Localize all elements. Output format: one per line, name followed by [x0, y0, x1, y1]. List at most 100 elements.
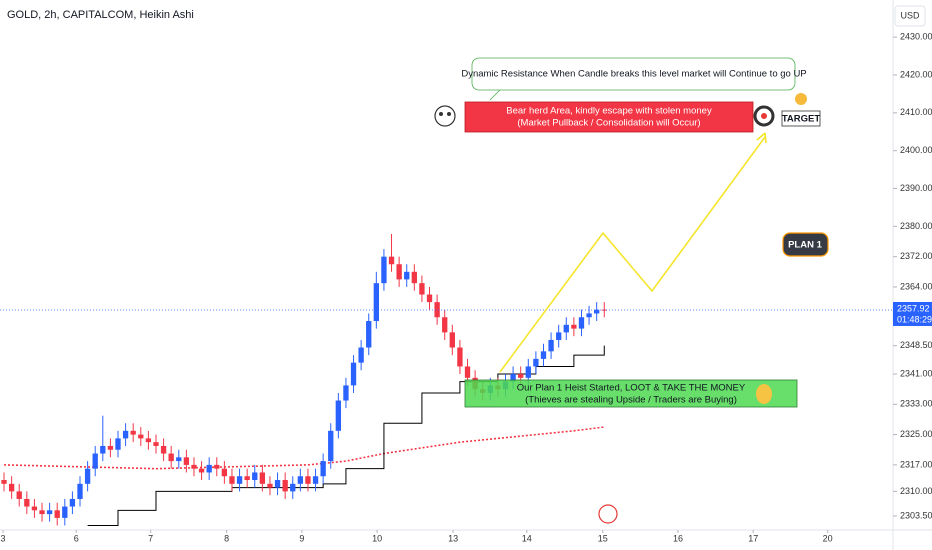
symbol-title: GOLD, 2h, CAPITALCOM, Heikin Ashi — [7, 9, 194, 21]
candle-body — [556, 332, 562, 340]
candle-body — [449, 332, 455, 348]
plan-pill — [782, 232, 829, 257]
y-tick-label: 2333.00 — [900, 399, 932, 409]
candle-body — [191, 464, 197, 469]
candle-body — [381, 256, 387, 284]
countdown-label: 01:48:29 — [897, 314, 932, 324]
candle-body — [54, 510, 60, 518]
last-price-box — [893, 301, 932, 326]
candle-body — [229, 476, 235, 484]
candle-body — [160, 445, 167, 454]
y-tick-label: 2310.00 — [900, 486, 932, 496]
bear-box — [464, 101, 754, 133]
candle-body — [168, 453, 174, 462]
x-tick-label: 14 — [522, 533, 532, 543]
candle-body — [115, 438, 121, 450]
candle-body — [145, 438, 152, 443]
candle-body — [252, 472, 258, 481]
candle-body — [16, 491, 22, 499]
x-tick-label: 8 — [224, 533, 229, 543]
candle-body — [244, 476, 250, 481]
heist-text: (Thieves are stealing Upside / Traders a… — [525, 395, 737, 406]
candle-body — [442, 317, 448, 333]
candle-body — [594, 309, 600, 314]
candle-body — [396, 264, 402, 280]
y-tick-label: 2317.00 — [900, 459, 932, 469]
candle-body — [274, 480, 281, 488]
candle-body — [267, 483, 273, 488]
target-icon — [761, 113, 767, 119]
candle-body — [77, 483, 83, 499]
plan-text: PLAN 1 — [788, 240, 823, 251]
panda-eye — [447, 112, 451, 116]
y-tick-label: 2430.00 — [900, 31, 932, 41]
x-tick-label: 3 — [1, 533, 6, 543]
x-tick-label: 20 — [823, 533, 833, 543]
candle-body — [107, 445, 114, 450]
candle-body — [548, 339, 554, 352]
candle-body — [92, 453, 98, 469]
candle-body — [69, 498, 76, 507]
candle-body — [84, 468, 91, 484]
panda-icon — [434, 105, 456, 127]
money-bag-icon — [795, 93, 807, 105]
candle-body — [290, 483, 296, 492]
candle-body — [426, 294, 433, 303]
y-tick-label: 2380.00 — [900, 221, 932, 231]
candle-body — [130, 430, 136, 435]
candle-body — [518, 374, 524, 378]
currency-label: USD — [900, 10, 920, 20]
candle-body — [350, 362, 357, 386]
candle-body — [176, 457, 182, 462]
y-tick-label: 2348.50 — [900, 340, 932, 350]
candle-body — [8, 483, 15, 492]
candle-body — [305, 476, 311, 484]
heist-text: Our Plan 1 Heist Started, LOOT & TAKE TH… — [517, 383, 746, 394]
resistance-text: Dynamic Resistance When Candle breaks th… — [461, 69, 806, 80]
currency-button[interactable] — [894, 5, 926, 27]
candle-body — [153, 442, 159, 446]
candle-body — [312, 476, 319, 484]
candle-body — [320, 461, 326, 477]
candle-body — [24, 498, 30, 507]
x-tick-label: 10 — [372, 533, 382, 543]
projection-path — [499, 136, 766, 373]
candle-body — [533, 358, 539, 367]
candle-body — [510, 374, 516, 382]
candle-body — [328, 430, 334, 462]
candle-body — [183, 457, 190, 465]
candle-body — [100, 445, 106, 454]
candle-body — [563, 324, 569, 333]
candle-body — [297, 476, 304, 484]
x-tick-label: 6 — [74, 533, 79, 543]
candle-body — [578, 317, 585, 329]
candle-body — [221, 468, 228, 477]
candle-body — [39, 510, 45, 515]
candle-body — [525, 366, 531, 378]
candle-body — [259, 472, 266, 484]
candle-body — [601, 309, 607, 311]
candle-body — [236, 476, 243, 484]
candle-body — [335, 400, 342, 431]
bear-text: Bear herd Area, kindly escape with stole… — [506, 106, 712, 117]
candle-body — [122, 430, 129, 439]
candle-body — [206, 464, 212, 473]
candle-body — [388, 256, 395, 265]
target-box — [781, 110, 821, 127]
candle-body — [419, 283, 425, 295]
bear-text: (Market Pullback / Consolidation will Oc… — [517, 118, 700, 129]
plot-area: MA slowMA fast — [0, 233, 893, 526]
y-tick-label: 2420.00 — [900, 69, 932, 79]
candle-body — [282, 480, 288, 492]
y-tick-label: 2372.00 — [900, 251, 932, 261]
candle-body — [46, 510, 53, 515]
panda-eye — [439, 112, 443, 116]
candle-body — [138, 434, 144, 439]
axes: 2430.00 2420.00 2410.00 2400.00 2390.00 2380.… — [1, 31, 932, 543]
target-text: TARGET — [782, 114, 821, 125]
candle-body — [358, 347, 364, 363]
x-tick-label: 15 — [598, 533, 608, 543]
candle-body — [366, 321, 372, 348]
y-tick-label: 2364.00 — [900, 281, 932, 291]
